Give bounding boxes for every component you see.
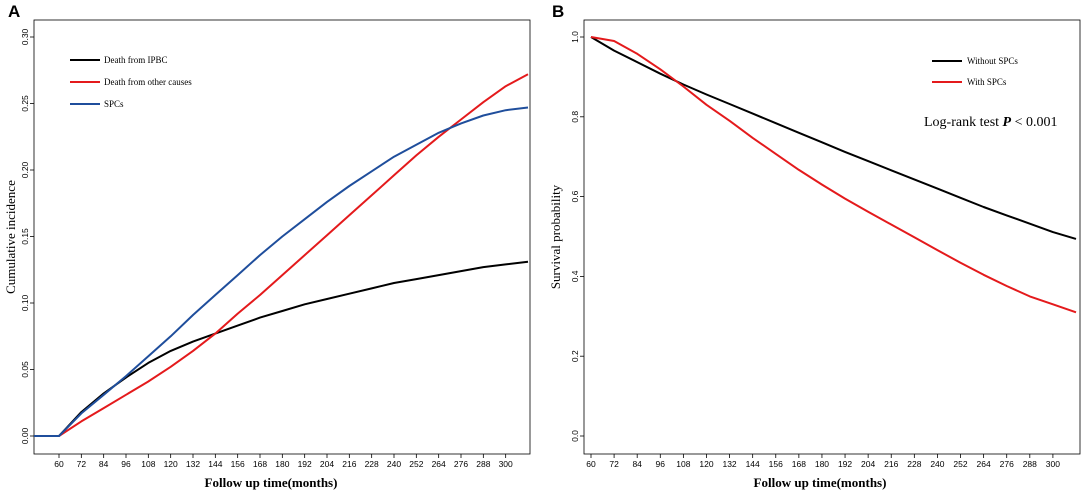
- panel-b-x-tick-label: 108: [676, 459, 690, 469]
- panel-a-x-tick-label: 120: [164, 459, 178, 469]
- panel-a-y-axis-title: Cumulative incidence: [3, 180, 18, 294]
- series-line-death-from-other-causes: [34, 73, 529, 437]
- panel-b-x-tick-label: 240: [930, 459, 944, 469]
- panel-b-x-tick-label: 300: [1046, 459, 1060, 469]
- panel-b-y-tick-label: 0.6: [570, 190, 580, 202]
- panel-b-x-tick-label: 120: [699, 459, 713, 469]
- panel-a-x-tick-label: 288: [476, 459, 490, 469]
- panel-a-legend: Death from IPBC Death from other causes SP…: [70, 55, 192, 109]
- legend-label: Without SPCs: [967, 56, 1018, 66]
- panel-a-x-tick-label: 216: [342, 459, 356, 469]
- panel-b-x-tick-label: 180: [815, 459, 829, 469]
- legend-label: With SPCs: [967, 77, 1007, 87]
- panel-a-x-tick-label: 192: [298, 459, 312, 469]
- series-line-without-spcs: [590, 36, 1077, 240]
- panel-b-y-tick-label: 0.4: [570, 270, 580, 282]
- panel-b-y-tick-label: 1.0: [570, 31, 580, 43]
- panel-b-x-tick-label: 72: [609, 459, 619, 469]
- panel-b-x-tick-label: 192: [838, 459, 852, 469]
- series-line-death-from-ipbc: [34, 260, 529, 437]
- panel-a: A 60 72 84 96 108 120 132 144 156 168 180 192 204 216…: [3, 2, 531, 490]
- panel-b-x-ticks: 60 72 84 96 108 120 132 144 156 168 180 192 204 216 22…: [586, 454, 1060, 469]
- panel-a-x-axis-title: Follow up time(months): [205, 475, 338, 490]
- legend-label: Death from other causes: [104, 77, 192, 87]
- panel-a-x-tick-label: 60: [54, 459, 64, 469]
- panel-a-x-tick-label: 72: [77, 459, 87, 469]
- legend-label: Death from IPBC: [104, 55, 168, 65]
- panel-b-x-tick-label: 144: [746, 459, 760, 469]
- legend-label: SPCs: [104, 99, 124, 109]
- panel-b-y-tick-label: 0.0: [570, 430, 580, 442]
- series-line-with-spcs: [590, 36, 1077, 314]
- panel-b-x-tick-label: 156: [769, 459, 783, 469]
- panel-b-x-tick-label: 84: [632, 459, 642, 469]
- panel-b-legend: Without SPCs With SPCs: [932, 56, 1018, 87]
- panel-b-x-tick-label: 60: [586, 459, 596, 469]
- panel-a-x-tick-label: 108: [141, 459, 155, 469]
- panel-b-y-ticks: 0.0 0.2 0.4 0.6 0.8 1.0: [570, 31, 584, 442]
- panel-b-x-axis-title: Follow up time(months): [754, 475, 887, 490]
- panel-a-y-tick-label: 0.30: [20, 28, 30, 45]
- panel-b-y-tick-label: 0.8: [570, 111, 580, 123]
- panel-a-x-tick-label: 252: [409, 459, 423, 469]
- panel-b-x-tick-label: 204: [861, 459, 875, 469]
- panel-a-x-tick-label: 84: [99, 459, 109, 469]
- panel-b-x-tick-label: 168: [792, 459, 806, 469]
- panel-b-x-tick-label: 276: [1000, 459, 1014, 469]
- series-line-spcs: [34, 106, 529, 437]
- panel-b-x-tick-label: 252: [953, 459, 967, 469]
- log-rank-annotation: Log-rank test P < 0.001: [924, 115, 1058, 130]
- panel-b-y-axis-title: Survival probability: [548, 184, 563, 289]
- panel-b-plot-frame: [583, 19, 1081, 455]
- panel-a-x-tick-label: 264: [432, 459, 446, 469]
- panel-b-x-tick-label: 96: [656, 459, 666, 469]
- panel-b: B 60 72 84 96 108 120 132 144 156 168 180 192 204 216…: [548, 2, 1081, 490]
- panel-a-x-ticks: 60 72 84 96 108 120 132 144 156 168 180 192 204 216 22…: [54, 454, 513, 469]
- panel-a-x-tick-label: 96: [121, 459, 131, 469]
- panel-b-x-tick-label: 216: [884, 459, 898, 469]
- panel-a-y-tick-label: 0.25: [20, 95, 30, 112]
- panel-a-x-tick-label: 180: [275, 459, 289, 469]
- panel-b-series: [590, 36, 1077, 314]
- panel-a-series: [34, 73, 529, 437]
- panel-a-x-tick-label: 156: [231, 459, 245, 469]
- panel-a-letter: A: [8, 2, 20, 21]
- panel-a-x-tick-label: 276: [454, 459, 468, 469]
- panel-b-x-tick-label: 288: [1023, 459, 1037, 469]
- panel-b-x-tick-label: 264: [977, 459, 991, 469]
- panel-a-y-tick-label: 0.00: [20, 427, 30, 444]
- panel-a-y-tick-label: 0.20: [20, 161, 30, 178]
- panel-a-y-tick-label: 0.05: [20, 361, 30, 378]
- panel-a-x-tick-label: 228: [365, 459, 379, 469]
- panel-b-letter: B: [552, 2, 564, 21]
- panel-a-x-tick-label: 204: [320, 459, 334, 469]
- panel-a-y-tick-label: 0.15: [20, 228, 30, 245]
- panel-b-x-tick-label: 132: [722, 459, 736, 469]
- panel-a-x-tick-label: 240: [387, 459, 401, 469]
- panel-a-y-tick-label: 0.10: [20, 294, 30, 311]
- panel-b-x-tick-label: 228: [907, 459, 921, 469]
- panel-a-x-tick-label: 132: [186, 459, 200, 469]
- panel-a-x-tick-label: 300: [499, 459, 513, 469]
- panel-b-y-tick-label: 0.2: [570, 350, 580, 362]
- panel-a-x-tick-label: 144: [208, 459, 222, 469]
- panel-a-x-tick-label: 168: [253, 459, 267, 469]
- panel-a-y-ticks: 0.00 0.05 0.10 0.15 0.20 0.25 0.30: [20, 28, 34, 444]
